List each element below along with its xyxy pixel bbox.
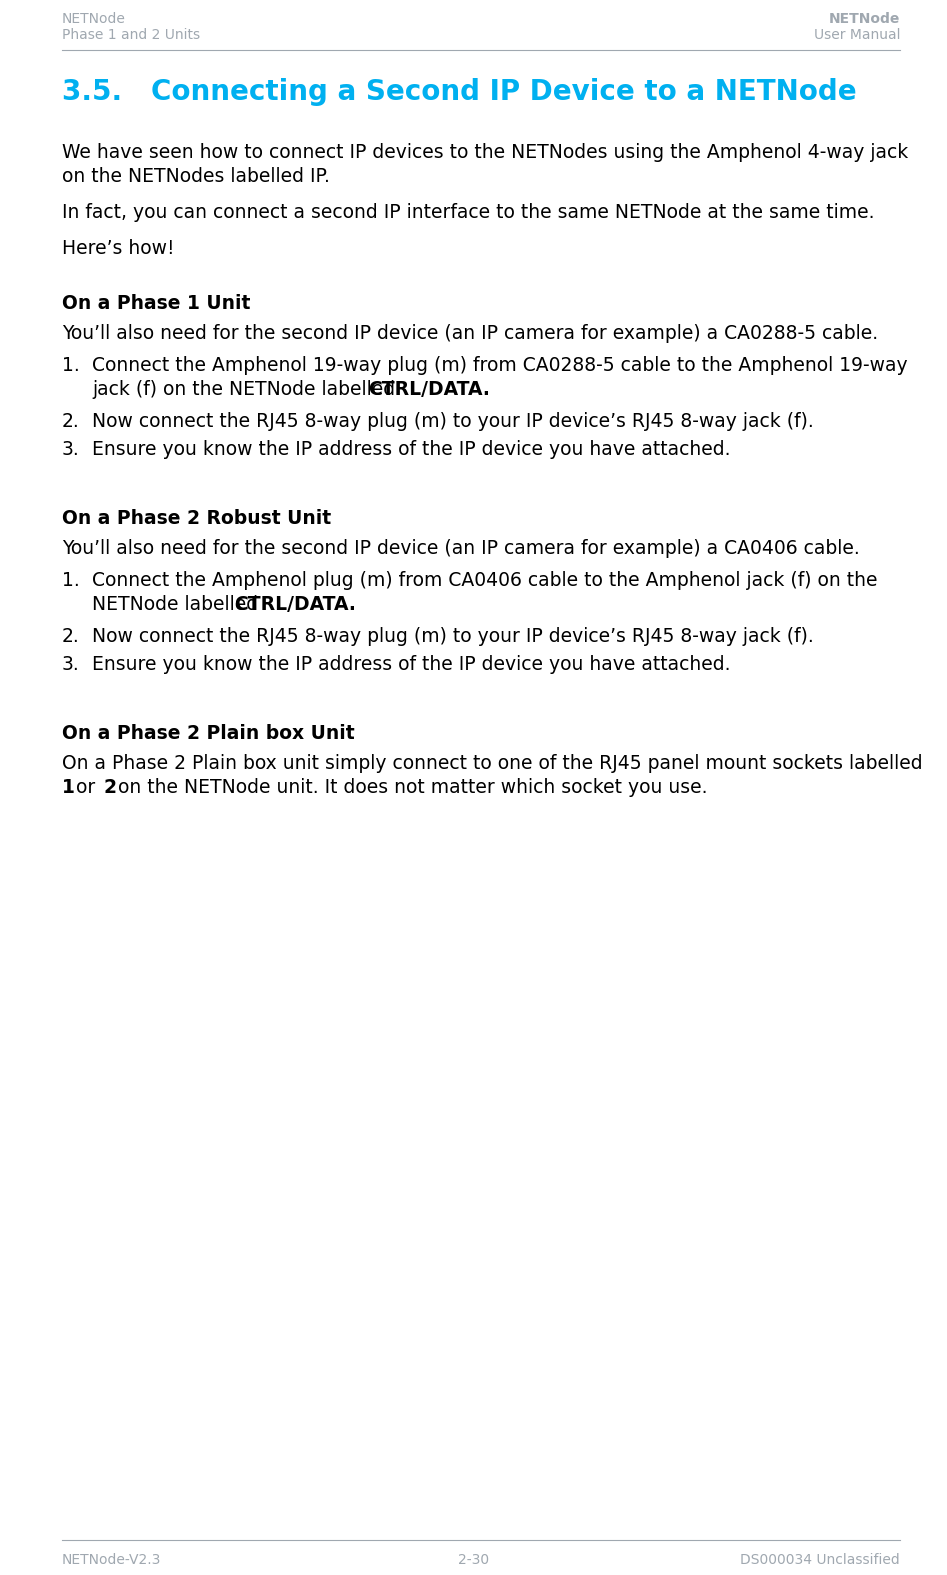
Text: 2.: 2.	[62, 413, 80, 432]
Text: Ensure you know the IP address of the IP device you have attached.: Ensure you know the IP address of the IP…	[92, 439, 730, 458]
Text: 3.: 3.	[62, 439, 80, 458]
Text: 2-30: 2-30	[458, 1553, 489, 1567]
Text: NETNode labelled: NETNode labelled	[92, 595, 264, 614]
Text: 3.5.   Connecting a Second IP Device to a NETNode: 3.5. Connecting a Second IP Device to a …	[62, 79, 857, 106]
Text: 3.: 3.	[62, 655, 80, 674]
Text: CTRL/DATA.: CTRL/DATA.	[368, 380, 491, 398]
Text: On a Phase 2 Robust Unit: On a Phase 2 Robust Unit	[62, 509, 331, 528]
Text: Connect the Amphenol 19-way plug (m) from CA0288-5 cable to the Amphenol 19-way: Connect the Amphenol 19-way plug (m) fro…	[92, 356, 907, 375]
Text: In fact, you can connect a second IP interface to the same NETNode at the same t: In fact, you can connect a second IP int…	[62, 203, 874, 222]
Text: NETNode: NETNode	[62, 13, 126, 27]
Text: 2: 2	[104, 778, 116, 797]
Text: Phase 1 and 2 Units: Phase 1 and 2 Units	[62, 28, 200, 43]
Text: on the NETNodes labelled IP.: on the NETNodes labelled IP.	[62, 167, 330, 186]
Text: User Manual: User Manual	[813, 28, 900, 43]
Text: Now connect the RJ45 8-way plug (m) to your IP device’s RJ45 8-way jack (f).: Now connect the RJ45 8-way plug (m) to y…	[92, 413, 813, 432]
Text: On a Phase 2 Plain box unit simply connect to one of the RJ45 panel mount socket: On a Phase 2 Plain box unit simply conne…	[62, 754, 922, 773]
Text: You’ll also need for the second IP device (an IP camera for example) a CA0288-5 : You’ll also need for the second IP devic…	[62, 324, 878, 343]
Text: Connect the Amphenol plug (m) from CA0406 cable to the Amphenol jack (f) on the: Connect the Amphenol plug (m) from CA040…	[92, 572, 878, 591]
Text: On a Phase 1 Unit: On a Phase 1 Unit	[62, 295, 250, 313]
Text: Ensure you know the IP address of the IP device you have attached.: Ensure you know the IP address of the IP…	[92, 655, 730, 674]
Text: or: or	[70, 778, 101, 797]
Text: 1: 1	[62, 778, 75, 797]
Text: DS000034 Unclassified: DS000034 Unclassified	[741, 1553, 900, 1567]
Text: Here’s how!: Here’s how!	[62, 239, 174, 258]
Text: You’ll also need for the second IP device (an IP camera for example) a CA0406 ca: You’ll also need for the second IP devic…	[62, 539, 860, 558]
Text: 2.: 2.	[62, 627, 80, 646]
Text: on the NETNode unit. It does not matter which socket you use.: on the NETNode unit. It does not matter …	[113, 778, 707, 797]
Text: jack (f) on the NETNode labelled: jack (f) on the NETNode labelled	[92, 380, 402, 398]
Text: Now connect the RJ45 8-way plug (m) to your IP device’s RJ45 8-way jack (f).: Now connect the RJ45 8-way plug (m) to y…	[92, 627, 813, 646]
Text: 1.: 1.	[62, 356, 80, 375]
Text: NETNode-V2.3: NETNode-V2.3	[62, 1553, 161, 1567]
Text: We have seen how to connect IP devices to the NETNodes using the Amphenol 4-way : We have seen how to connect IP devices t…	[62, 143, 908, 162]
Text: On a Phase 2 Plain box Unit: On a Phase 2 Plain box Unit	[62, 724, 354, 743]
Text: NETNode: NETNode	[829, 13, 900, 27]
Text: 1.: 1.	[62, 572, 80, 591]
Text: CTRL/DATA.: CTRL/DATA.	[234, 595, 356, 614]
